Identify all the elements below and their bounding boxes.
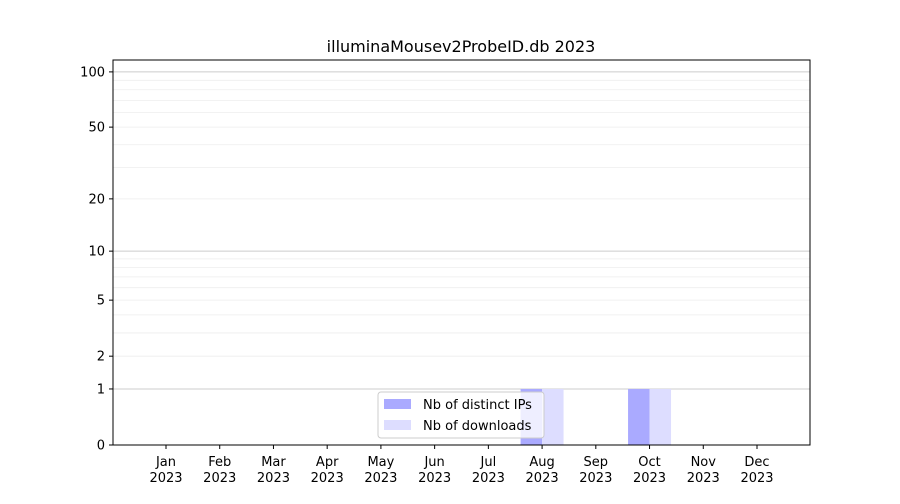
y-tick-label: 50 (88, 121, 105, 136)
x-tick-label-month: Nov (691, 455, 717, 470)
x-tick-label-year: 2023 (740, 471, 773, 486)
x-tick-label-year: 2023 (149, 471, 182, 486)
bar-downloads (649, 388, 672, 445)
x-tick-label-year: 2023 (687, 471, 720, 486)
x-tick-label-month: Jun (423, 455, 444, 470)
x-tick-label-month: Apr (316, 455, 339, 470)
x-tick-label-month: Jul (480, 455, 497, 470)
x-tick-label-month: Aug (529, 455, 554, 470)
x-tick-label-month: Mar (261, 455, 286, 470)
y-tick-label: 1 (97, 382, 105, 397)
legend-box (377, 391, 545, 439)
chart-title: illuminaMousev2ProbeID.db 2023 (327, 37, 596, 56)
x-tick-label-month: Sep (584, 455, 609, 470)
plot-frame (112, 59, 811, 446)
x-tick-label-month: May (367, 455, 394, 470)
x-tick-label-year: 2023 (257, 471, 290, 486)
bar-distinct-ips (628, 388, 650, 445)
legend-swatch (384, 399, 411, 409)
x-tick-label-month: Oct (638, 455, 660, 470)
bar-downloads (542, 388, 564, 445)
x-tick-label-year: 2023 (203, 471, 236, 486)
x-axis: Jan2023Feb2023Mar2023Apr2023May2023Jun20… (149, 445, 774, 486)
x-tick-label-year: 2023 (526, 471, 559, 486)
x-tick-label-year: 2023 (311, 471, 344, 486)
y-tick-label: 2 (97, 350, 105, 365)
x-tick-label-year: 2023 (364, 471, 397, 486)
x-tick-label-month: Feb (208, 455, 231, 470)
x-tick-label-month: Jan (155, 455, 176, 470)
legend: Nb of distinct IPs Nb of downloads (377, 391, 545, 439)
x-tick-label-year: 2023 (579, 471, 612, 486)
x-tick-label-year: 2023 (418, 471, 451, 486)
legend-label: Nb of downloads (423, 419, 532, 434)
y-tick-label: 20 (88, 192, 105, 207)
y-tick-label: 5 (97, 294, 105, 309)
y-tick-label: 0 (97, 439, 105, 454)
x-tick-label-year: 2023 (633, 471, 666, 486)
y-axis: 0 1 2 5 10 20 50 100 (80, 65, 113, 454)
legend-swatch (384, 420, 411, 430)
y-tick-label: 10 (88, 245, 105, 260)
y-tick-label: 100 (80, 65, 105, 80)
grid (113, 71, 810, 390)
x-tick-label-year: 2023 (472, 471, 505, 486)
legend-label: Nb of distinct IPs (423, 398, 532, 413)
x-tick-label-month: Dec (744, 455, 769, 470)
